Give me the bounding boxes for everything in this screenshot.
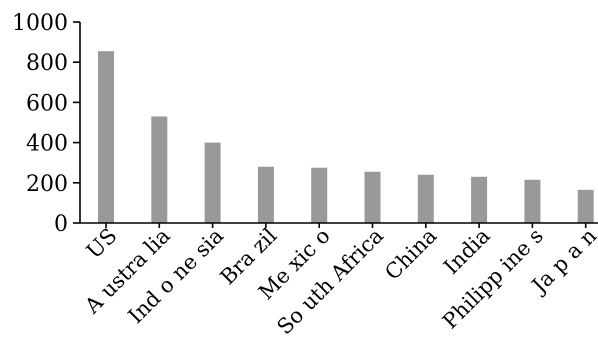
bar-us (98, 51, 114, 223)
y-tick-label: 400 (26, 132, 68, 157)
y-tick-label: 1000 (12, 11, 68, 36)
bar-brazil (257, 166, 274, 223)
y-axis-ticks: 0 200 400 600 800 1000 (12, 11, 80, 237)
bar-indonesia (204, 142, 221, 223)
y-tick-label: 0 (54, 212, 68, 237)
y-tick-label: 200 (26, 172, 68, 197)
bar-australia (151, 116, 168, 223)
bar-philippines (524, 179, 541, 223)
x-tick-label: China (380, 224, 441, 285)
bar-mexico (311, 167, 328, 223)
bar-china (417, 174, 434, 223)
bar-japan (577, 189, 594, 223)
y-tick-label: 600 (26, 91, 68, 116)
bar-south-africa (364, 171, 381, 223)
y-tick-label: 800 (26, 51, 68, 76)
x-tick-label: US (82, 224, 122, 264)
bars-group (98, 51, 594, 223)
bar-india (471, 176, 488, 223)
